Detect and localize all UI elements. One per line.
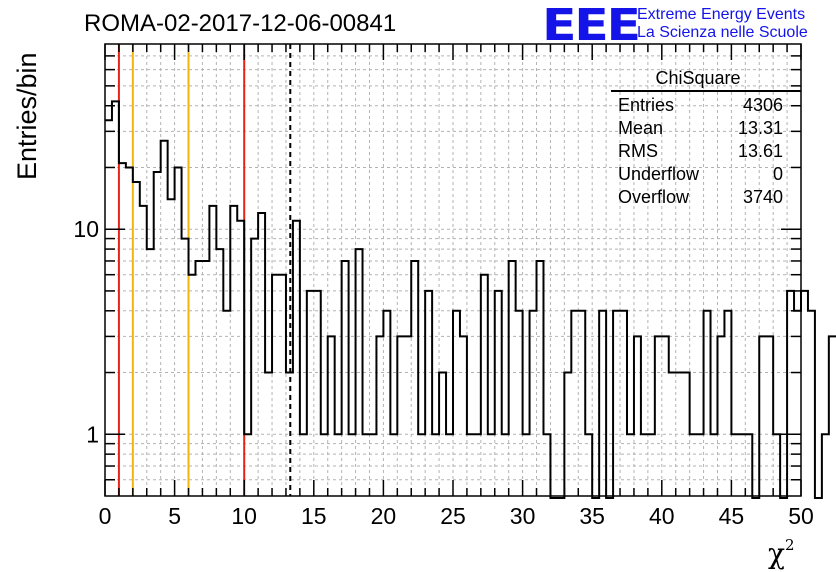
x-tick-label: 5 bbox=[168, 503, 181, 529]
logo-line-2: La Scienza nelle Scuole bbox=[637, 24, 808, 41]
y-tick-label: 10 bbox=[73, 216, 99, 242]
stats-row-overflow: Overflow 3740 bbox=[618, 187, 783, 207]
histogram-line bbox=[105, 100, 836, 499]
stats-row-entries: Entries 4306 bbox=[618, 95, 783, 115]
x-tick-label: 40 bbox=[649, 503, 675, 529]
stats-row-rms: RMS 13.61 bbox=[618, 141, 783, 161]
stats-row-mean: Mean 13.31 bbox=[618, 118, 783, 138]
x-tick-label: 45 bbox=[719, 503, 745, 529]
x-tick-label: 15 bbox=[301, 503, 327, 529]
x-tick-label: 25 bbox=[440, 503, 466, 529]
x-tick-label: 20 bbox=[371, 503, 397, 529]
x-axis-label: χ2 bbox=[768, 536, 795, 570]
x-tick-label: 30 bbox=[510, 503, 536, 529]
y-axis-label: Entries/bin bbox=[12, 52, 42, 180]
stats-divider bbox=[611, 90, 801, 92]
logo-line-1: Extreme Energy Events bbox=[637, 6, 806, 23]
y-tick-label: 1 bbox=[86, 421, 99, 447]
x-tick-label: 0 bbox=[99, 503, 112, 529]
chart-title: ROMA-02-2017-12-06-00841 bbox=[84, 10, 397, 37]
stats-box: ChiSquare Entries 4306 Mean 13.31 RMS 13.61… bbox=[609, 68, 805, 210]
x-tick-label: 50 bbox=[788, 503, 814, 529]
x-tick-label: 10 bbox=[231, 503, 257, 529]
stats-row-underflow: Underflow 0 bbox=[618, 164, 783, 184]
stats-title: ChiSquare bbox=[655, 68, 741, 88]
x-tick-label: 35 bbox=[579, 503, 605, 529]
eee-logo: EEE bbox=[542, 0, 641, 51]
